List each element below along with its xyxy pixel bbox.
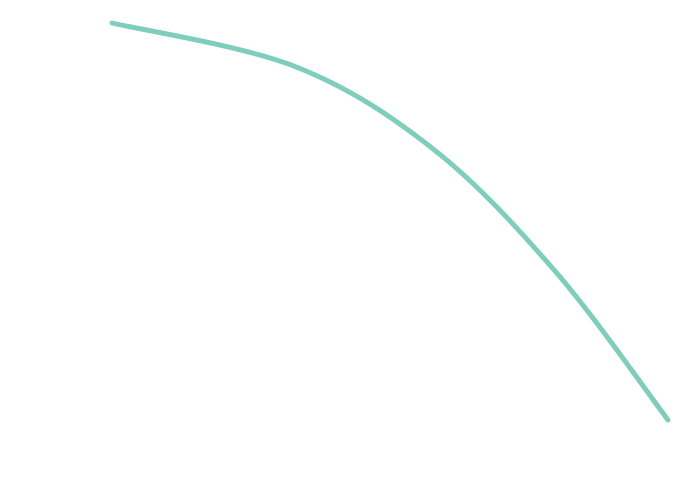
series-layer bbox=[109, 20, 671, 423]
series-line-0 bbox=[109, 20, 671, 423]
